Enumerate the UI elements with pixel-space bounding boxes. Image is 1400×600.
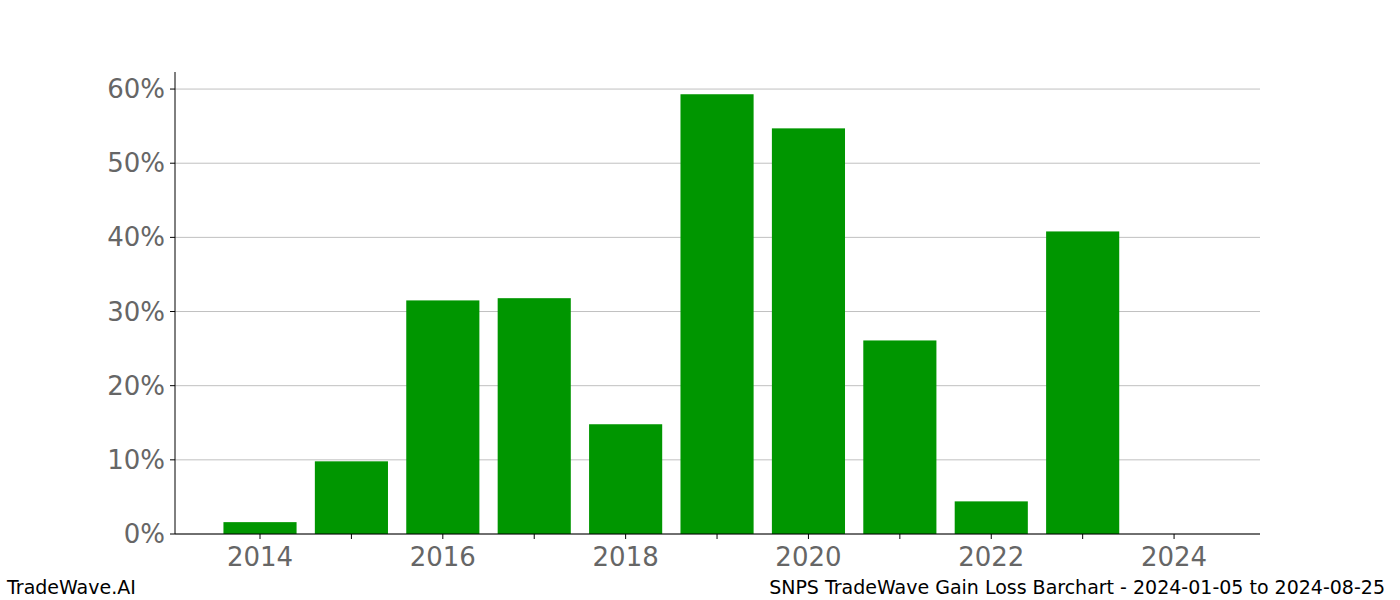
x-tick xyxy=(534,534,535,539)
bar xyxy=(223,522,296,534)
y-tick xyxy=(170,311,175,312)
bar xyxy=(589,424,662,534)
chart-svg: 0% 10% 20% 30% 40% 50% 60% 2014 2016 2018 2020 2022… xyxy=(0,0,1400,600)
axes: 0% 10% 20% 30% 40% 50% 60% 2014 2016 2018 2020 2022… xyxy=(107,72,1260,572)
x-tick xyxy=(1174,534,1175,539)
x-tick-label: 2024 xyxy=(1141,542,1207,572)
bar xyxy=(955,501,1028,534)
bars xyxy=(223,94,1119,534)
bar xyxy=(863,340,936,534)
grid-line xyxy=(175,89,1260,90)
x-tick-label: 2020 xyxy=(775,542,841,572)
x-tick xyxy=(717,534,718,539)
y-tick-label: 50% xyxy=(107,148,165,178)
x-tick xyxy=(1082,534,1083,539)
y-tick xyxy=(170,163,175,164)
bar xyxy=(406,300,479,534)
bar xyxy=(315,461,388,534)
source: TradeWave.AI xyxy=(6,576,136,598)
x-tick xyxy=(625,534,626,539)
y-tick xyxy=(170,459,175,460)
x-tick xyxy=(442,534,443,539)
bar xyxy=(498,298,571,534)
title: SNPS TradeWave Gain Loss Barchart - 2024… xyxy=(769,576,1385,598)
grid xyxy=(175,89,1260,534)
x-tick xyxy=(991,534,992,539)
y-tick xyxy=(170,237,175,238)
x-tick-label: 2016 xyxy=(410,542,476,572)
y-axis-line xyxy=(175,72,176,534)
x-tick xyxy=(808,534,809,539)
x-tick-label: 2014 xyxy=(227,542,293,572)
x-tick xyxy=(351,534,352,539)
y-tick-label: 60% xyxy=(107,74,165,104)
bar xyxy=(1046,231,1119,534)
x-tick xyxy=(260,534,261,539)
y-tick xyxy=(170,534,175,535)
y-tick-label: 20% xyxy=(107,371,165,401)
y-tick-label: 40% xyxy=(107,222,165,252)
bar xyxy=(680,94,753,534)
y-tick-label: 0% xyxy=(124,519,165,549)
x-tick-label: 2022 xyxy=(958,542,1024,572)
y-tick-label: 10% xyxy=(107,445,165,475)
x-tick-label: 2018 xyxy=(593,542,659,572)
chart-container: 0% 10% 20% 30% 40% 50% 60% 2014 2016 2018 2020 2022… xyxy=(0,0,1400,600)
bar xyxy=(772,128,845,534)
x-tick xyxy=(899,534,900,539)
y-tick xyxy=(170,89,175,90)
y-tick-label: 30% xyxy=(107,297,165,327)
y-tick xyxy=(170,385,175,386)
